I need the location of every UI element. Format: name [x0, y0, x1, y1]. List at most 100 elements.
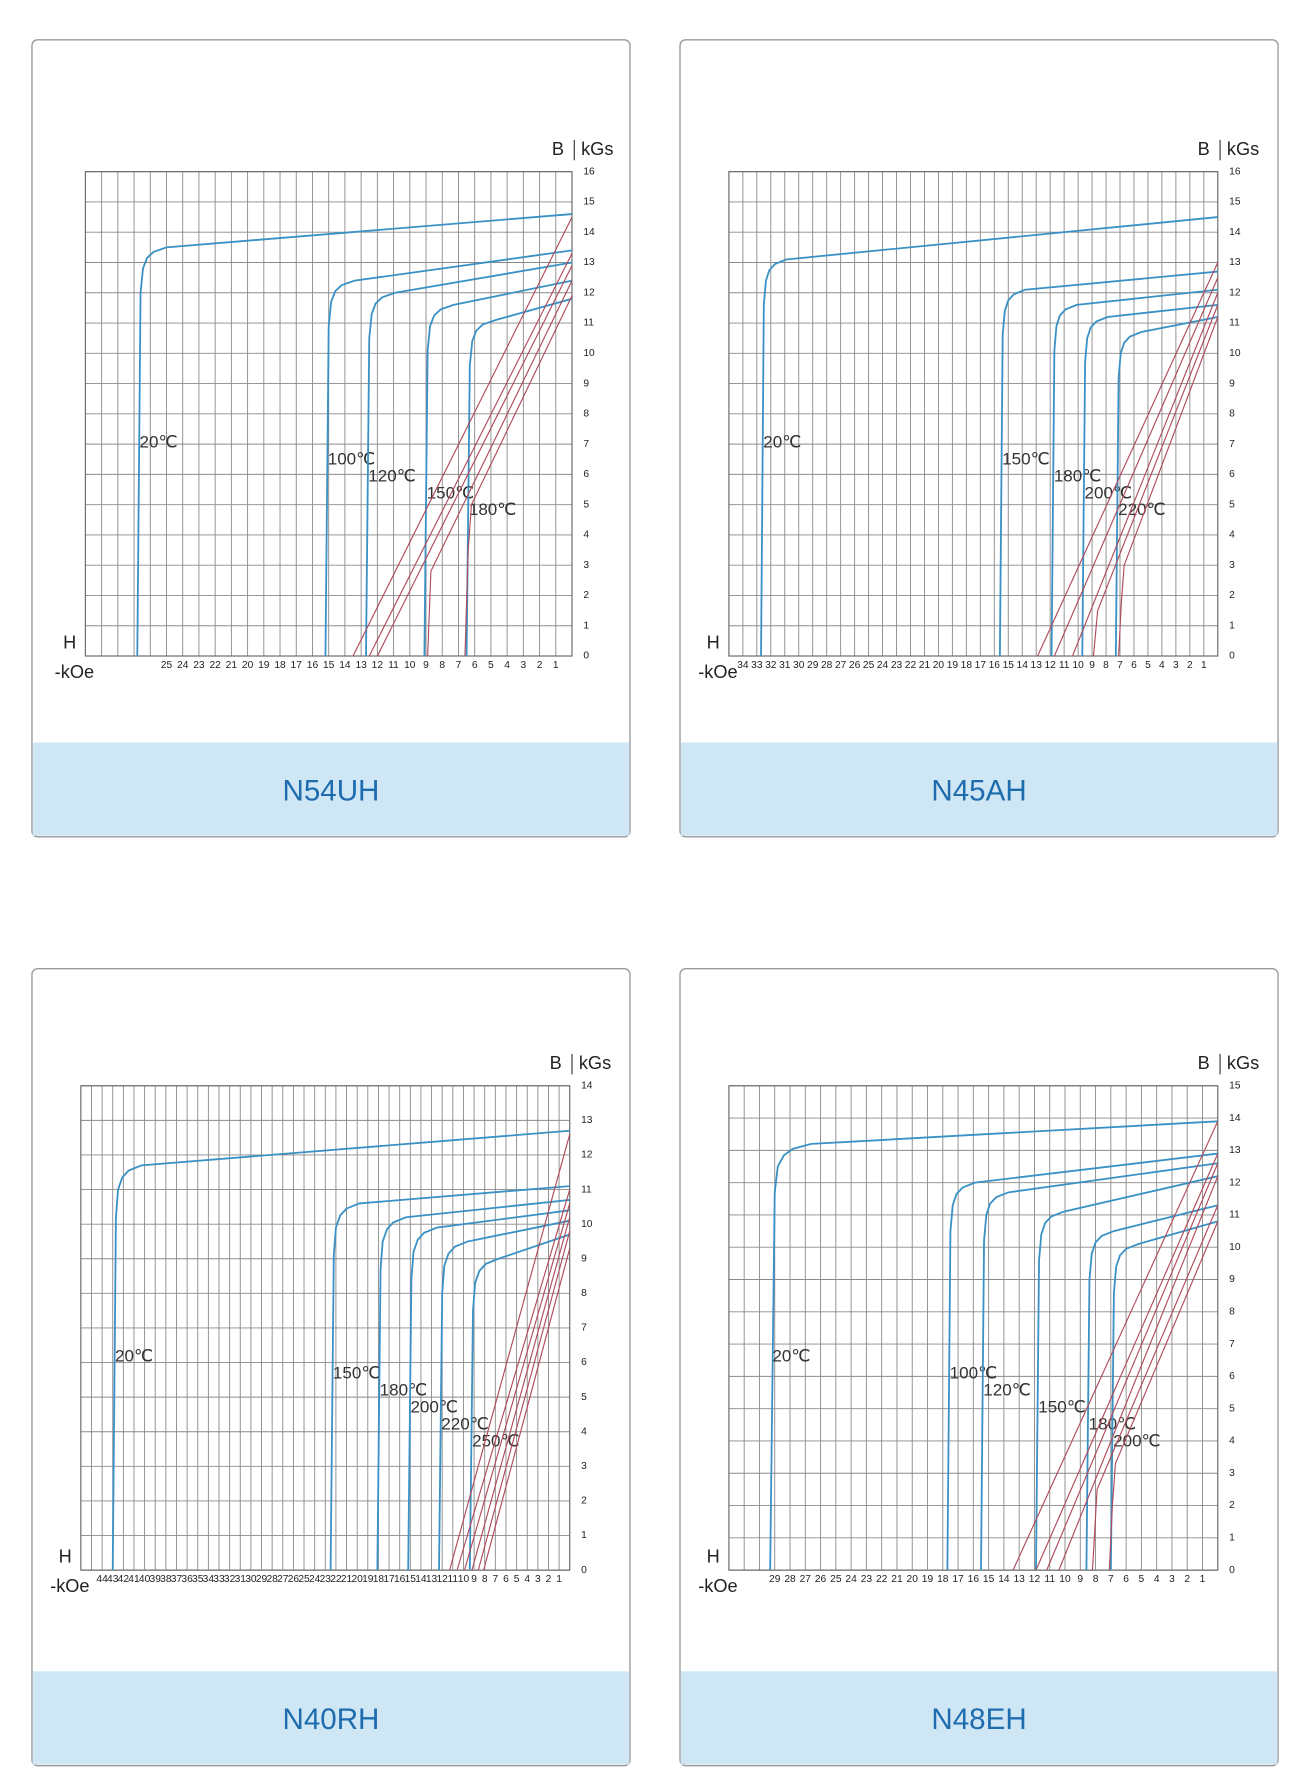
x-tick-label: 3	[520, 660, 526, 671]
x-tick-label: 2	[537, 660, 543, 671]
x-tick-label: 19	[258, 660, 270, 671]
x-tick-label: 38	[160, 1574, 172, 1585]
y-tick-label: 14	[1229, 227, 1241, 238]
x-tick-label: 22	[876, 1574, 888, 1585]
y-tick-label: 0	[583, 651, 589, 662]
x-tick-label: 17	[291, 660, 303, 671]
x-tick-label: 22	[330, 1574, 342, 1585]
x-tick-label: 16	[989, 660, 1001, 671]
x-tick-label: 27	[835, 660, 847, 671]
y-tick-label: 8	[1229, 1307, 1235, 1318]
load-line	[471, 1217, 571, 1571]
plot-border	[728, 171, 1219, 657]
x-tick-label: 25	[830, 1574, 842, 1585]
x-tick-label: 14	[998, 1574, 1010, 1585]
x-tick-label: 23	[193, 660, 205, 671]
y-tick-label: 10	[1229, 348, 1241, 359]
card-footer	[680, 1671, 1278, 1765]
x-tick-label: 1	[1200, 1574, 1206, 1585]
curve-label: 220℃	[1118, 500, 1166, 519]
x-tick-label: 8	[1093, 1574, 1099, 1585]
x-tick-label: 8	[482, 1574, 488, 1585]
x-tick-label: 14	[1017, 660, 1029, 671]
x-tick-label: 31	[235, 1574, 247, 1585]
x-tick-label: 24	[177, 660, 189, 671]
x-tick-label: 27	[277, 1574, 289, 1585]
x-tick-label: 42	[118, 1574, 130, 1585]
x-tick-label: 21	[341, 1574, 353, 1585]
curve-label: 200℃	[1113, 1431, 1161, 1450]
x-tick-label: 25	[161, 660, 173, 671]
load-line	[1053, 277, 1219, 657]
demag-curve	[329, 1185, 570, 1571]
chart-title: N54UH	[283, 774, 380, 807]
y-axis-label: B	[550, 1053, 562, 1073]
card-footer	[32, 1671, 630, 1765]
y-tick-label: 7	[583, 439, 589, 450]
x-tick-label: 8	[1103, 660, 1109, 671]
y-tick-label: 12	[1229, 1177, 1241, 1188]
x-tick-label: 5	[488, 660, 494, 671]
y-tick-label: 13	[583, 257, 595, 268]
curve-label: 180℃	[469, 500, 517, 519]
demag-curve	[376, 1199, 570, 1571]
x-unit: -kOe	[50, 1576, 89, 1596]
x-tick-label: 31	[779, 660, 791, 671]
y-tick-label: 9	[583, 378, 589, 389]
x-tick-label: 2	[546, 1574, 552, 1585]
y-tick-label: 12	[581, 1150, 593, 1161]
card-border	[679, 967, 1279, 1767]
demag-curve	[324, 249, 573, 657]
x-tick-label: 29	[769, 1574, 781, 1585]
y-unit: kGs	[581, 139, 613, 159]
x-tick-label: 5	[514, 1574, 520, 1585]
x-tick-label: 1	[553, 660, 559, 671]
x-tick-label: 6	[503, 1574, 509, 1585]
y-unit: kGs	[1227, 139, 1259, 159]
x-tick-label: 18	[274, 660, 286, 671]
x-tick-label: 17	[952, 1574, 964, 1585]
x-tick-label: 36	[181, 1574, 193, 1585]
y-tick-label: 6	[1229, 469, 1235, 480]
curve-label: 150℃	[1002, 449, 1050, 468]
y-axis-label: B	[1198, 139, 1210, 159]
demag-curve	[1085, 1204, 1219, 1571]
x-tick-label: 30	[245, 1574, 257, 1585]
load-line	[477, 1230, 571, 1571]
x-tick-label: 9	[1077, 1574, 1083, 1585]
y-tick-label: 10	[1229, 1242, 1241, 1253]
x-tick-label: 20	[351, 1574, 363, 1585]
x-tick-label: 17	[383, 1574, 395, 1585]
x-tick-label: 15	[323, 660, 335, 671]
x-tick-label: 28	[784, 1574, 796, 1585]
load-line	[463, 1203, 571, 1571]
x-tick-label: 12	[372, 660, 384, 671]
x-tick-label: 9	[471, 1574, 477, 1585]
y-tick-label: 11	[581, 1184, 592, 1195]
demag-curve	[1081, 303, 1218, 657]
chart-title: N40RH	[283, 1703, 380, 1736]
card-footer	[32, 742, 630, 836]
x-tick-label: 12	[1044, 660, 1056, 671]
x-tick-label: 39	[150, 1574, 162, 1585]
x-axis-label: H	[707, 632, 720, 652]
x-tick-label: 6	[1123, 1574, 1129, 1585]
x-tick-label: 6	[1131, 660, 1137, 671]
x-tick-label: 7	[1117, 660, 1123, 671]
x-tick-label: 27	[800, 1574, 812, 1585]
x-tick-label: 13	[355, 660, 367, 671]
x-tick-label: 4	[524, 1574, 530, 1585]
x-tick-label: 26	[815, 1574, 827, 1585]
x-tick-label: 32	[765, 660, 777, 671]
card-border	[31, 39, 631, 838]
load-line	[1118, 316, 1219, 657]
x-tick-label: 35	[192, 1574, 204, 1585]
x-tick-label: 14	[415, 1574, 427, 1585]
x-unit: -kOe	[55, 662, 94, 682]
x-tick-label: 24	[877, 660, 889, 671]
demag-curve	[1114, 316, 1218, 657]
x-tick-label: 13	[1013, 1574, 1025, 1585]
